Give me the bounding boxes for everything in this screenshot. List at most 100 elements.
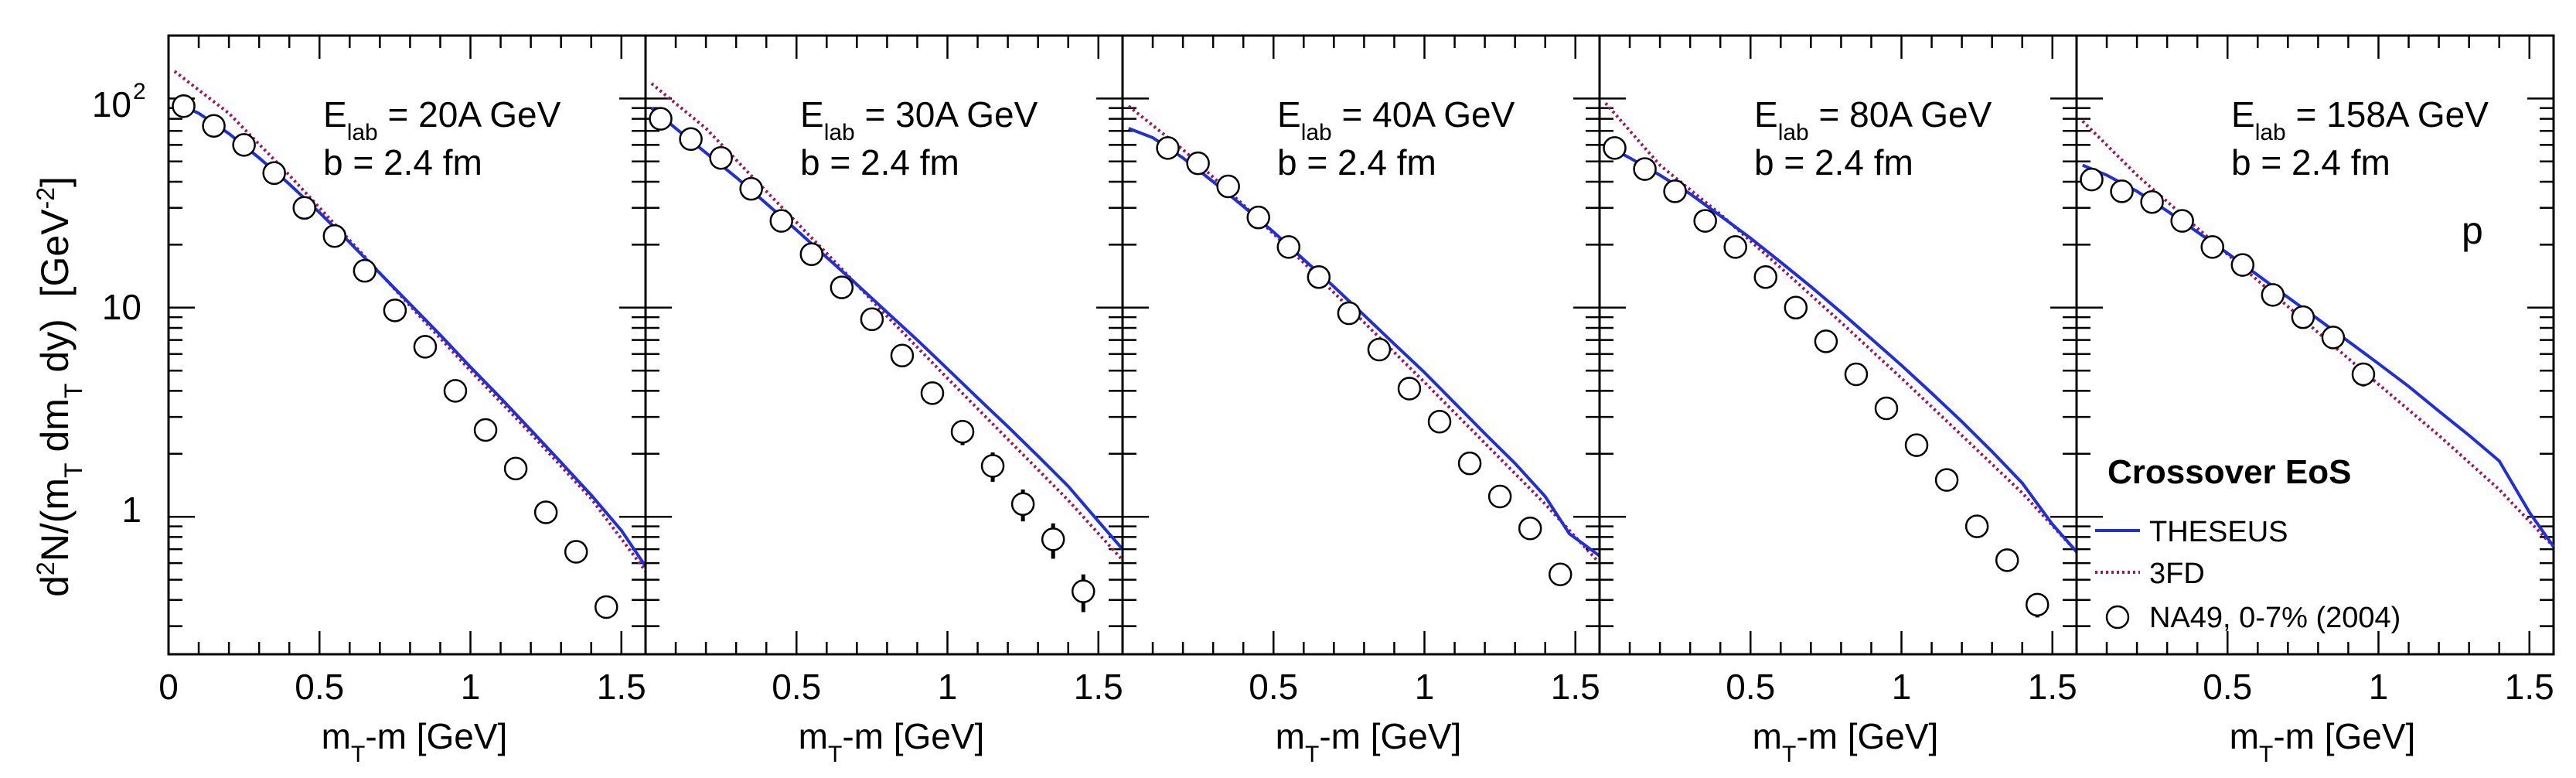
data-point: [679, 127, 703, 152]
data-point: [649, 107, 673, 131]
data-point: [709, 145, 733, 170]
data-point: [1071, 579, 1095, 603]
data-point: [1337, 301, 1361, 326]
panel-title-sub: lab: [2255, 120, 2286, 145]
y-axis-label-unit: dy) [GeV: [33, 209, 77, 384]
panel-impact: b = 2.4 fm: [323, 142, 482, 183]
x-axis-label-panel-3: mT-m [GeV]: [1276, 716, 1462, 767]
data-point: [2140, 189, 2164, 214]
data-point: [292, 196, 316, 220]
data-point: [860, 307, 884, 332]
x-axis-label-panel-1: mT-m [GeV]: [322, 716, 508, 767]
data-point: [1010, 492, 1035, 517]
data-point: [1548, 562, 1573, 586]
y-axis-label-d: d: [33, 575, 77, 597]
y-axis-label-sup-exp: -2: [32, 187, 60, 209]
data-point: [2351, 362, 2376, 387]
data-point: [1904, 433, 1929, 457]
x-axis-label-panel-4: mT-m [GeV]: [1753, 716, 1939, 767]
data-point: [1603, 136, 1627, 160]
data-point: [1041, 527, 1065, 551]
data-point: [1814, 329, 1838, 353]
y-axis-label-close: ]: [33, 176, 77, 187]
data-point: [950, 420, 975, 444]
panel-title: Elab = 40A GeV: [1277, 94, 1515, 145]
x-tick-label: 1: [2369, 667, 2389, 707]
data-point: [1367, 337, 1392, 362]
data-point: [1844, 362, 1869, 387]
legend-na49-label: NA49, 0-7% (2004): [2149, 602, 2401, 634]
data-point: [262, 161, 286, 186]
data-point: [232, 133, 256, 157]
data-point: [1246, 205, 1270, 230]
data-point: [1216, 174, 1240, 199]
y-axis-label-sup2: 2: [32, 561, 60, 575]
data-point: [1487, 484, 1512, 509]
particle-label: p: [2462, 209, 2483, 252]
data-point: [1964, 514, 1989, 538]
y-tick-label-100-exp: 2: [133, 79, 146, 104]
data-point: [1995, 548, 2019, 572]
series-theseus-line: [650, 107, 1124, 551]
panel-title: Elab = 20A GeV: [323, 94, 561, 145]
data-point: [2321, 326, 2346, 350]
data-point: [353, 258, 377, 283]
panel-title-sub: lab: [1778, 120, 1809, 145]
x-tick-label: 0: [158, 667, 179, 707]
x-tick-label: 1: [1415, 667, 1435, 707]
x-axis-label-panel-5: mT-m [GeV]: [2230, 716, 2416, 767]
y-axis-label: d2N/(mT dmT dy) [GeV-2]: [32, 176, 87, 597]
data-point: [1397, 377, 1422, 401]
data-point: [890, 343, 915, 368]
data-point: [1427, 409, 1452, 434]
data-point: [980, 454, 1005, 478]
data-point: [1307, 265, 1331, 289]
y-tick-label-100: 10: [92, 84, 131, 125]
x-tick-label: 1: [1892, 667, 1912, 707]
panel-impact: b = 2.4 fm: [2231, 142, 2390, 183]
data-point: [739, 176, 763, 201]
y-axis-label-dm: dm: [33, 398, 77, 462]
x-ticks-panel-2: [644, 36, 1100, 654]
series-3fd-line: [173, 70, 647, 572]
x-tick-label: 0.5: [2203, 667, 2252, 707]
y-axis-label-sub1: T: [60, 462, 87, 478]
panel-title-value: = 20A GeV: [378, 94, 561, 135]
panel-title-sub: lab: [347, 120, 378, 145]
y-ticks-panel-4: [1600, 34, 2077, 627]
panel-title-e: E: [800, 94, 824, 135]
panel-title: Elab = 30A GeV: [800, 94, 1038, 145]
y-tick-label-1: 1: [121, 490, 141, 530]
x-axis-label-panel-2: mT-m [GeV]: [799, 716, 985, 767]
data-point: [2170, 209, 2194, 233]
legend-na49-marker: [2105, 605, 2130, 630]
data-point: [413, 335, 438, 359]
x-ticks-panel-4: [1598, 36, 2054, 654]
data-point: [1784, 295, 1808, 320]
data-point: [799, 242, 824, 267]
x-tick-label: 0.5: [295, 667, 344, 707]
data-point: [383, 299, 407, 322]
data-point: [1156, 136, 1180, 160]
data-point: [1457, 451, 1482, 476]
panel-title-sub: lab: [824, 120, 855, 145]
data-point: [1723, 235, 1747, 259]
panel-title: Elab = 80A GeV: [1754, 94, 1992, 145]
data-point: [830, 275, 854, 299]
data-point: [172, 94, 196, 118]
data-point: [2110, 179, 2134, 203]
data-point: [1186, 151, 1210, 176]
data-point: [1518, 516, 1542, 541]
data-point: [1663, 179, 1687, 203]
x-tick-label: 1.5: [597, 667, 646, 707]
data-point: [443, 379, 468, 403]
y-axis-label-sub2: T: [60, 384, 87, 399]
x-tick-label: 0.5: [1726, 667, 1775, 707]
panel-title-value: = 30A GeV: [855, 94, 1038, 135]
data-point: [2261, 283, 2285, 307]
data-point: [202, 114, 226, 138]
